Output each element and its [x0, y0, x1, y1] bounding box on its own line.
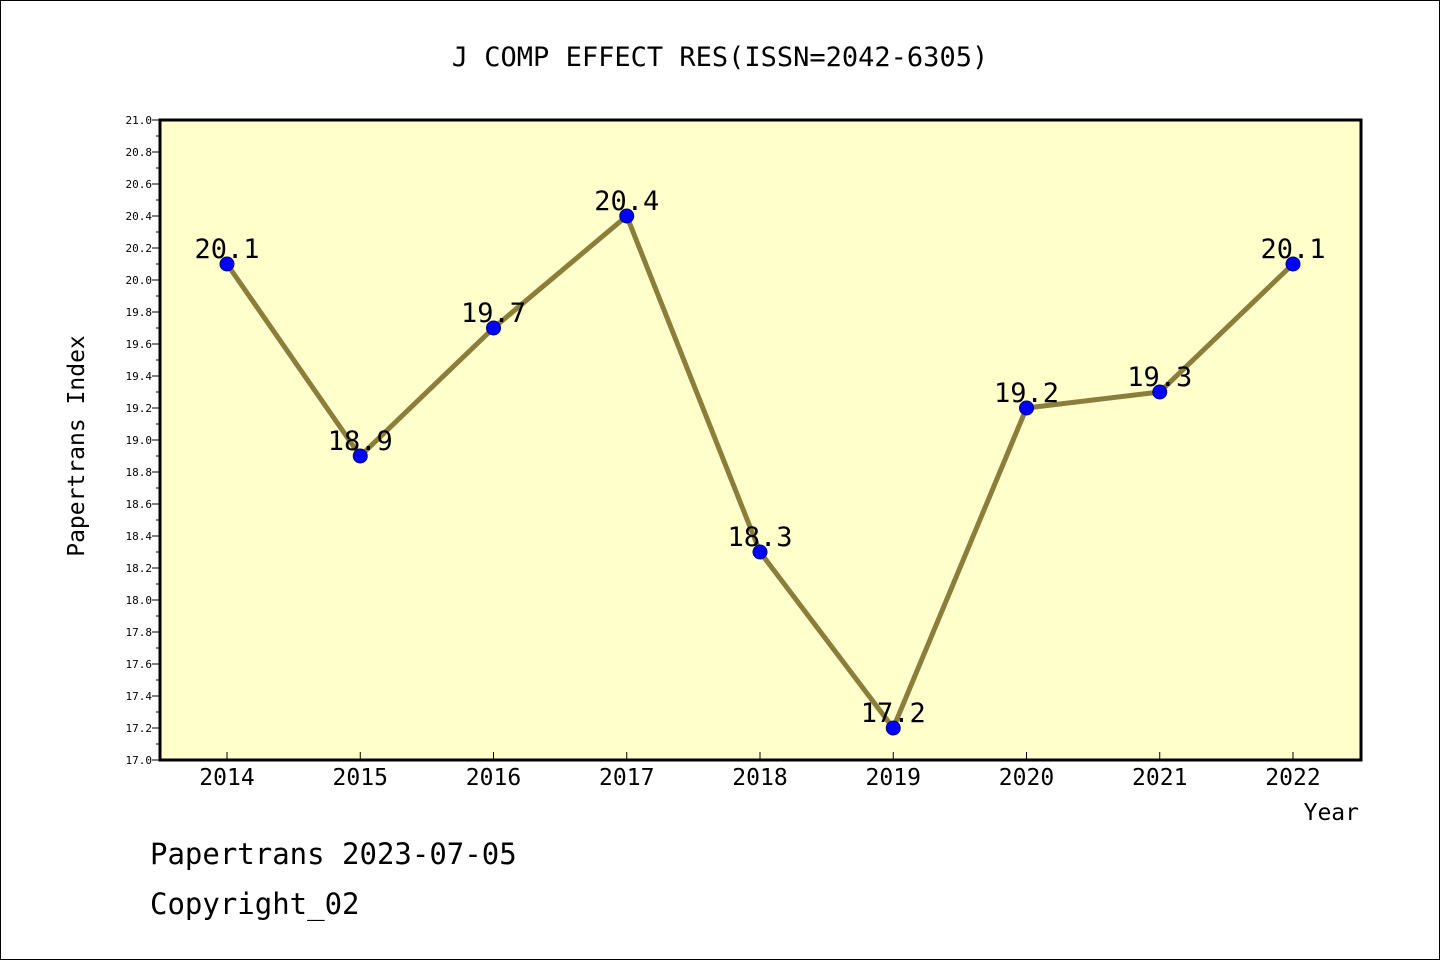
x-tick-label: 2018: [732, 765, 787, 791]
y-axis: 17.0 17.2 17.4 17.6 17.8 18.0 18.2 18.4 18.6 18.8…: [126, 114, 160, 767]
x-tick-label: 2021: [1132, 765, 1187, 791]
footer-copyright: Copyright_02: [150, 887, 360, 922]
x-tick-label: 2016: [466, 765, 521, 791]
y-tick-label: 17.8: [126, 626, 153, 639]
x-axis-label: Year: [1304, 800, 1359, 826]
y-tick-label: 20.6: [126, 178, 153, 191]
y-tick-label: 19.0: [126, 434, 153, 447]
y-tick-label: 20.2: [126, 242, 153, 255]
data-label-2019: 17.2: [861, 698, 926, 729]
plot-area: [158, 118, 1363, 762]
y-tick-label: 18.6: [126, 498, 153, 511]
x-tick-label: 2019: [866, 765, 921, 791]
series-line-group: [219, 208, 1301, 736]
data-point-2016: [486, 320, 501, 336]
data-point-2015: [352, 448, 368, 464]
footer-date: Papertrans 2023-07-05: [150, 837, 517, 871]
data-point-2018: [752, 544, 768, 560]
data-point-2021: [1152, 384, 1168, 400]
y-axis-label: Papertrans Index: [64, 335, 90, 557]
y-tick-label: 17.0: [126, 754, 153, 767]
data-point-2022: [1285, 256, 1301, 272]
x-tick-label: 2017: [599, 765, 654, 791]
data-point-2019: [885, 720, 901, 736]
data-label-2020: 19.2: [994, 378, 1059, 409]
y-tick-label: 21.0: [126, 114, 153, 127]
y-tick-label: 20.0: [126, 274, 153, 287]
data-label-2014: 20.1: [194, 234, 259, 265]
y-tick-label: 18.2: [126, 562, 153, 575]
y-tick-label: 19.4: [126, 370, 153, 383]
y-tick-label: 17.2: [126, 722, 153, 735]
data-label-2015: 18.9: [328, 426, 393, 457]
x-tick-label: 2020: [999, 765, 1054, 791]
y-tick-label: 18.0: [126, 594, 153, 607]
data-label-2022: 20.1: [1260, 234, 1325, 265]
y-tick-label: 17.6: [126, 658, 153, 671]
data-point-2020: [1019, 400, 1034, 416]
data-label-2017: 20.4: [594, 186, 659, 217]
data-label-2016: 19.7: [461, 298, 526, 329]
data-point-2014: [219, 256, 235, 272]
data-label-2018: 18.3: [727, 522, 792, 553]
y-tick-label: 20.4: [126, 210, 153, 223]
y-tick-label: 18.8: [126, 466, 153, 479]
chart-title: J COMP EFFECT RES(ISSN=2042-6305): [452, 42, 988, 73]
x-tick-label: 2022: [1265, 765, 1320, 791]
data-point-2017: [619, 208, 635, 224]
y-tick-label: 19.8: [126, 306, 153, 319]
x-tick-label: 2015: [333, 765, 388, 791]
data-labels: 20.1 18.9 19.7 20.4 18.3 17.2 19.2 19.3 20.1: [194, 186, 1325, 729]
x-axis: 2014 2015 2016 2017 2018 2019 2020 2021 2022: [199, 752, 1321, 791]
data-label-2021: 19.3: [1127, 362, 1192, 393]
y-tick-label: 17.4: [126, 690, 153, 703]
x-tick-label: 2014: [199, 765, 254, 791]
y-tick-label: 20.8: [126, 146, 153, 159]
y-tick-label: 19.2: [126, 402, 153, 415]
y-tick-label: 19.6: [126, 338, 153, 351]
y-tick-label: 18.4: [126, 530, 153, 543]
